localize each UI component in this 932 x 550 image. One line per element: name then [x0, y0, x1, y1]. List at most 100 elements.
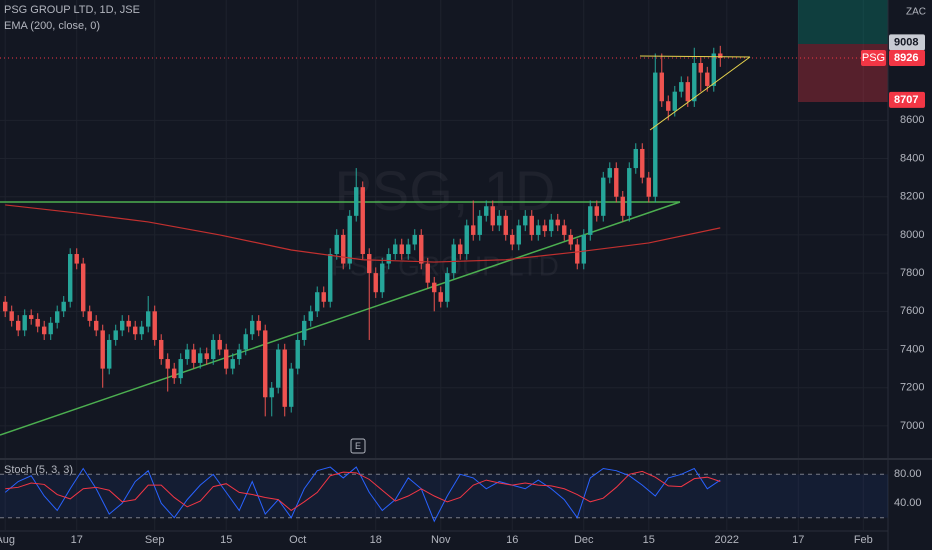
y-tick-label: 8600 [900, 114, 924, 126]
x-tick-label: Aug [0, 534, 15, 546]
candle-body [211, 339, 216, 360]
candle-body [588, 206, 593, 235]
candle-body [367, 254, 372, 274]
candle-body [165, 359, 170, 369]
candle-body [191, 349, 196, 363]
candle-body [646, 177, 651, 197]
price-label: 8926 [894, 52, 918, 64]
stoch-tick-label: 40.00 [894, 497, 922, 509]
candle-body [393, 244, 398, 255]
y-tick-label: 7800 [900, 267, 924, 279]
x-tick-label: 17 [71, 534, 83, 546]
candle-body [289, 368, 294, 407]
candle-body [575, 244, 580, 264]
candle-body [87, 311, 92, 321]
candle-body [35, 318, 40, 327]
candle-body [653, 72, 658, 197]
candle-body [672, 91, 677, 111]
x-tick-label: Feb [854, 534, 873, 546]
candle-body [399, 244, 404, 255]
x-tick-label: 15 [220, 534, 232, 546]
x-tick-label: Nov [431, 534, 451, 546]
y-tick-label: 8200 [900, 191, 924, 203]
candle-body [425, 263, 430, 283]
price-label: 9008 [894, 36, 918, 48]
candle-body [705, 72, 710, 86]
candle-body [464, 225, 469, 255]
candle-body [640, 148, 645, 178]
candle-body [666, 101, 671, 111]
y-tick-label: 7400 [900, 343, 924, 355]
price-label-box [889, 50, 925, 67]
candle-body [9, 311, 14, 321]
candle-body [61, 301, 66, 312]
candle-body [315, 292, 320, 312]
currency: ZAC [906, 7, 926, 18]
candle-body [68, 254, 73, 302]
event-label: E [355, 441, 361, 451]
candle-body [718, 53, 723, 59]
candle-body [269, 387, 274, 398]
candle-body [341, 234, 346, 264]
candle-body [581, 234, 586, 264]
candle-body [3, 301, 8, 312]
candle-body [159, 339, 164, 360]
candle-body [22, 315, 27, 331]
x-tick-label: Sep [145, 534, 165, 546]
candle-body [633, 148, 638, 169]
candle-body [484, 206, 489, 216]
x-tick-label: 18 [370, 534, 382, 546]
candle-body [692, 63, 697, 102]
price-label-box [889, 34, 925, 51]
candle-body [198, 353, 203, 363]
candle-body [172, 368, 177, 379]
candle-body [302, 320, 307, 340]
x-tick-label: 15 [643, 534, 655, 546]
candle-body [614, 168, 619, 197]
candle-body [295, 339, 300, 369]
candle-body [16, 320, 21, 331]
candle-body [48, 322, 53, 335]
candle-body [627, 168, 632, 216]
candle-body [497, 215, 502, 226]
candle-body [282, 349, 287, 407]
triangle-bottom [649, 56, 751, 131]
candle-body [74, 254, 79, 264]
x-tick-label: 2022 [715, 534, 739, 546]
candle-body [55, 311, 60, 323]
y-tick-label: 7600 [900, 305, 924, 317]
target-zone [798, 0, 888, 44]
price-label: 8707 [894, 94, 918, 106]
candle-body [256, 320, 261, 331]
candle-body [263, 330, 268, 398]
candle-body [243, 334, 248, 350]
candle-body [432, 282, 437, 293]
ema-line [5, 204, 721, 263]
candle-body [510, 234, 515, 245]
candle-body [419, 234, 424, 264]
watermark: PSG, 1D [335, 159, 556, 222]
x-tick-label: Oct [289, 534, 306, 546]
x-tick-label: 17 [792, 534, 804, 546]
candle-body [126, 320, 131, 327]
candle-body [698, 63, 703, 73]
x-tick-label: 16 [506, 534, 518, 546]
candle-body [94, 320, 99, 331]
candle-body [120, 320, 125, 331]
candle-body [146, 311, 151, 327]
stoch-line [4, 466, 721, 523]
candle-body [237, 349, 242, 360]
candle-body [328, 254, 333, 302]
stoch-tick-label: 80.00 [894, 468, 922, 480]
x-tick-label: Dec [574, 534, 594, 546]
candle-body [594, 206, 599, 216]
candle-body [178, 359, 183, 379]
event-icon[interactable] [350, 438, 366, 454]
y-tick-label: 8000 [900, 229, 924, 241]
candle-body [217, 339, 222, 350]
candle-body [562, 225, 567, 235]
stoch-legend: Stoch (5, 3, 3) [4, 464, 73, 476]
candle-body [373, 273, 378, 293]
candle-body [276, 349, 281, 388]
